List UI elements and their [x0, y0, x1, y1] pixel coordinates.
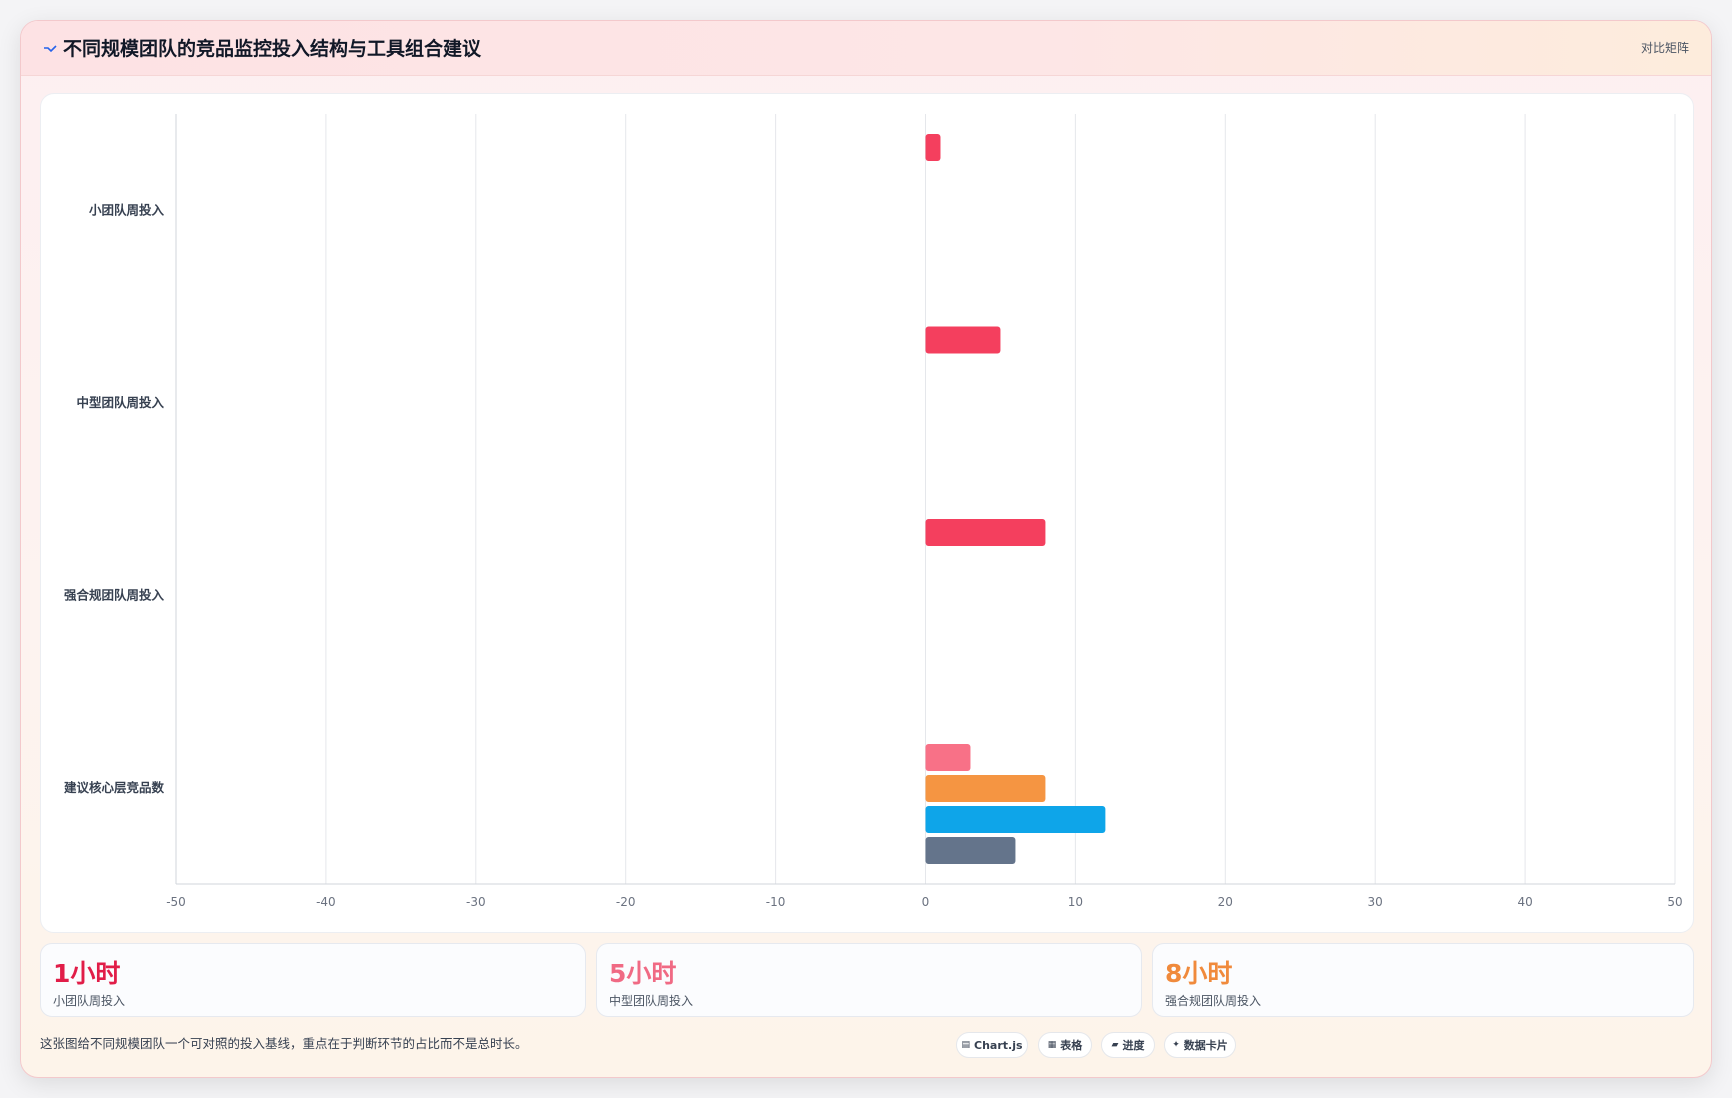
x-tick-label: -40: [316, 895, 336, 909]
x-tick-label: -30: [466, 895, 486, 909]
table-icon: ▦: [1047, 1040, 1057, 1050]
bar-chart: -50 -40 -30 -20 -10 0 10 20 30 40 50 小团队周投入中型团队周投入强…: [64, 114, 1683, 909]
progress-icon: ▰: [1111, 1040, 1119, 1050]
chart-footnote: 这张图给不同规模团队一个可对照的投入基线，重点在于判断环节的占比而不是总时长。: [40, 1036, 528, 1051]
stat-value: 1小时: [53, 959, 121, 988]
x-tick-label: 50: [1667, 895, 1682, 909]
stat-value: 5小时: [609, 959, 677, 988]
chart-title: 不同规模团队的竞品监控投入结构与工具组合建议: [63, 38, 482, 60]
compare-matrix-link[interactable]: 对比矩阵: [1640, 41, 1689, 55]
bar: [925, 134, 941, 161]
stat-label: 小团队周投入: [53, 994, 126, 1008]
x-tick-label: -10: [766, 895, 786, 909]
x-tick-label: -50: [166, 895, 186, 909]
x-tick-label: -20: [616, 895, 636, 909]
chart-card: 不同规模团队的竞品监控投入结构与工具组合建议 对比矩阵 -50 -40 -30 -20…: [20, 20, 1712, 1078]
chip-table[interactable]: ▦ 表格: [1038, 1032, 1092, 1058]
bar: [925, 775, 1046, 802]
x-tick-label: 30: [1368, 895, 1383, 909]
x-tick-label: 20: [1218, 895, 1233, 909]
chip-data-card[interactable]: ✦ 数据卡片: [1164, 1032, 1236, 1058]
stat-label: 强合规团队周投入: [1165, 994, 1262, 1008]
bar: [925, 519, 1046, 546]
trend-line-icon: [44, 45, 57, 53]
bar: [925, 744, 971, 771]
chip-chartjs[interactable]: ▤ Chart.js: [956, 1032, 1028, 1058]
chip-progress[interactable]: ▰ 进度: [1101, 1032, 1155, 1058]
y-category-label: 中型团队周投入: [76, 395, 164, 410]
card-header: 不同规模团队的竞品监控投入结构与工具组合建议 对比矩阵: [21, 21, 1711, 76]
stat-card-small-team: 1小时 小团队周投入: [40, 943, 586, 1017]
x-tick-label: 40: [1517, 895, 1532, 909]
chart-panel: -50 -40 -30 -20 -10 0 10 20 30 40 50 小团队周投入中型团队周投入强…: [40, 93, 1694, 933]
chip-label: 数据卡片: [1183, 1039, 1228, 1052]
x-tick-label: 0: [922, 895, 930, 909]
bar: [925, 806, 1106, 833]
stat-value: 8小时: [1165, 959, 1233, 988]
stat-card-compliance-team: 8小时 强合规团队周投入: [1152, 943, 1694, 1017]
bar: [925, 837, 1016, 864]
chip-label: 表格: [1060, 1039, 1083, 1052]
y-category-label: 小团队周投入: [88, 202, 165, 217]
y-category-label: 强合规团队周投入: [64, 587, 165, 602]
y-category-label: 建议核心层竞品数: [64, 780, 165, 795]
chart-icon: ▤: [961, 1040, 970, 1050]
x-tick-label: 10: [1068, 895, 1083, 909]
chip-label: 进度: [1122, 1039, 1145, 1052]
bar: [925, 326, 1001, 354]
stat-card-medium-team: 5小时 中型团队周投入: [596, 943, 1142, 1017]
sparkle-icon: ✦: [1172, 1040, 1180, 1050]
chip-label: Chart.js: [974, 1038, 1023, 1052]
stat-label: 中型团队周投入: [609, 994, 694, 1008]
